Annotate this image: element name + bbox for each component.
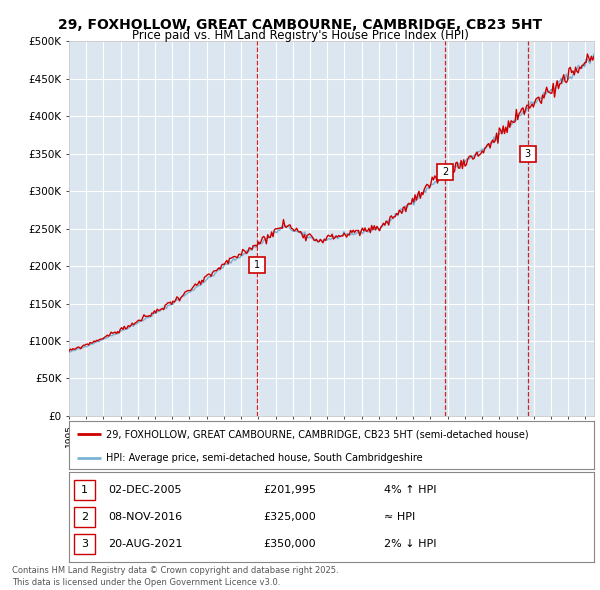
Text: 4% ↑ HPI: 4% ↑ HPI [384, 485, 437, 495]
Text: 3: 3 [81, 539, 88, 549]
Text: 2: 2 [442, 168, 448, 178]
Text: 2: 2 [81, 512, 88, 522]
FancyBboxPatch shape [74, 534, 95, 553]
Text: 3: 3 [524, 149, 530, 159]
Text: 20-AUG-2021: 20-AUG-2021 [109, 539, 183, 549]
FancyBboxPatch shape [74, 507, 95, 527]
Text: Price paid vs. HM Land Registry's House Price Index (HPI): Price paid vs. HM Land Registry's House … [131, 30, 469, 42]
Text: Contains HM Land Registry data © Crown copyright and database right 2025.
This d: Contains HM Land Registry data © Crown c… [12, 566, 338, 587]
Text: £325,000: £325,000 [263, 512, 316, 522]
Text: ≈ HPI: ≈ HPI [384, 512, 415, 522]
Text: 02-DEC-2005: 02-DEC-2005 [109, 485, 182, 495]
Text: 1: 1 [254, 260, 260, 270]
Text: £201,995: £201,995 [263, 485, 316, 495]
FancyBboxPatch shape [74, 480, 95, 500]
Text: 08-NOV-2016: 08-NOV-2016 [109, 512, 182, 522]
Text: 29, FOXHOLLOW, GREAT CAMBOURNE, CAMBRIDGE, CB23 5HT: 29, FOXHOLLOW, GREAT CAMBOURNE, CAMBRIDG… [58, 18, 542, 32]
Text: £350,000: £350,000 [263, 539, 316, 549]
Text: HPI: Average price, semi-detached house, South Cambridgeshire: HPI: Average price, semi-detached house,… [106, 453, 422, 463]
Text: 1: 1 [81, 485, 88, 495]
Text: 29, FOXHOLLOW, GREAT CAMBOURNE, CAMBRIDGE, CB23 5HT (semi-detached house): 29, FOXHOLLOW, GREAT CAMBOURNE, CAMBRIDG… [106, 429, 529, 439]
Text: 2% ↓ HPI: 2% ↓ HPI [384, 539, 437, 549]
